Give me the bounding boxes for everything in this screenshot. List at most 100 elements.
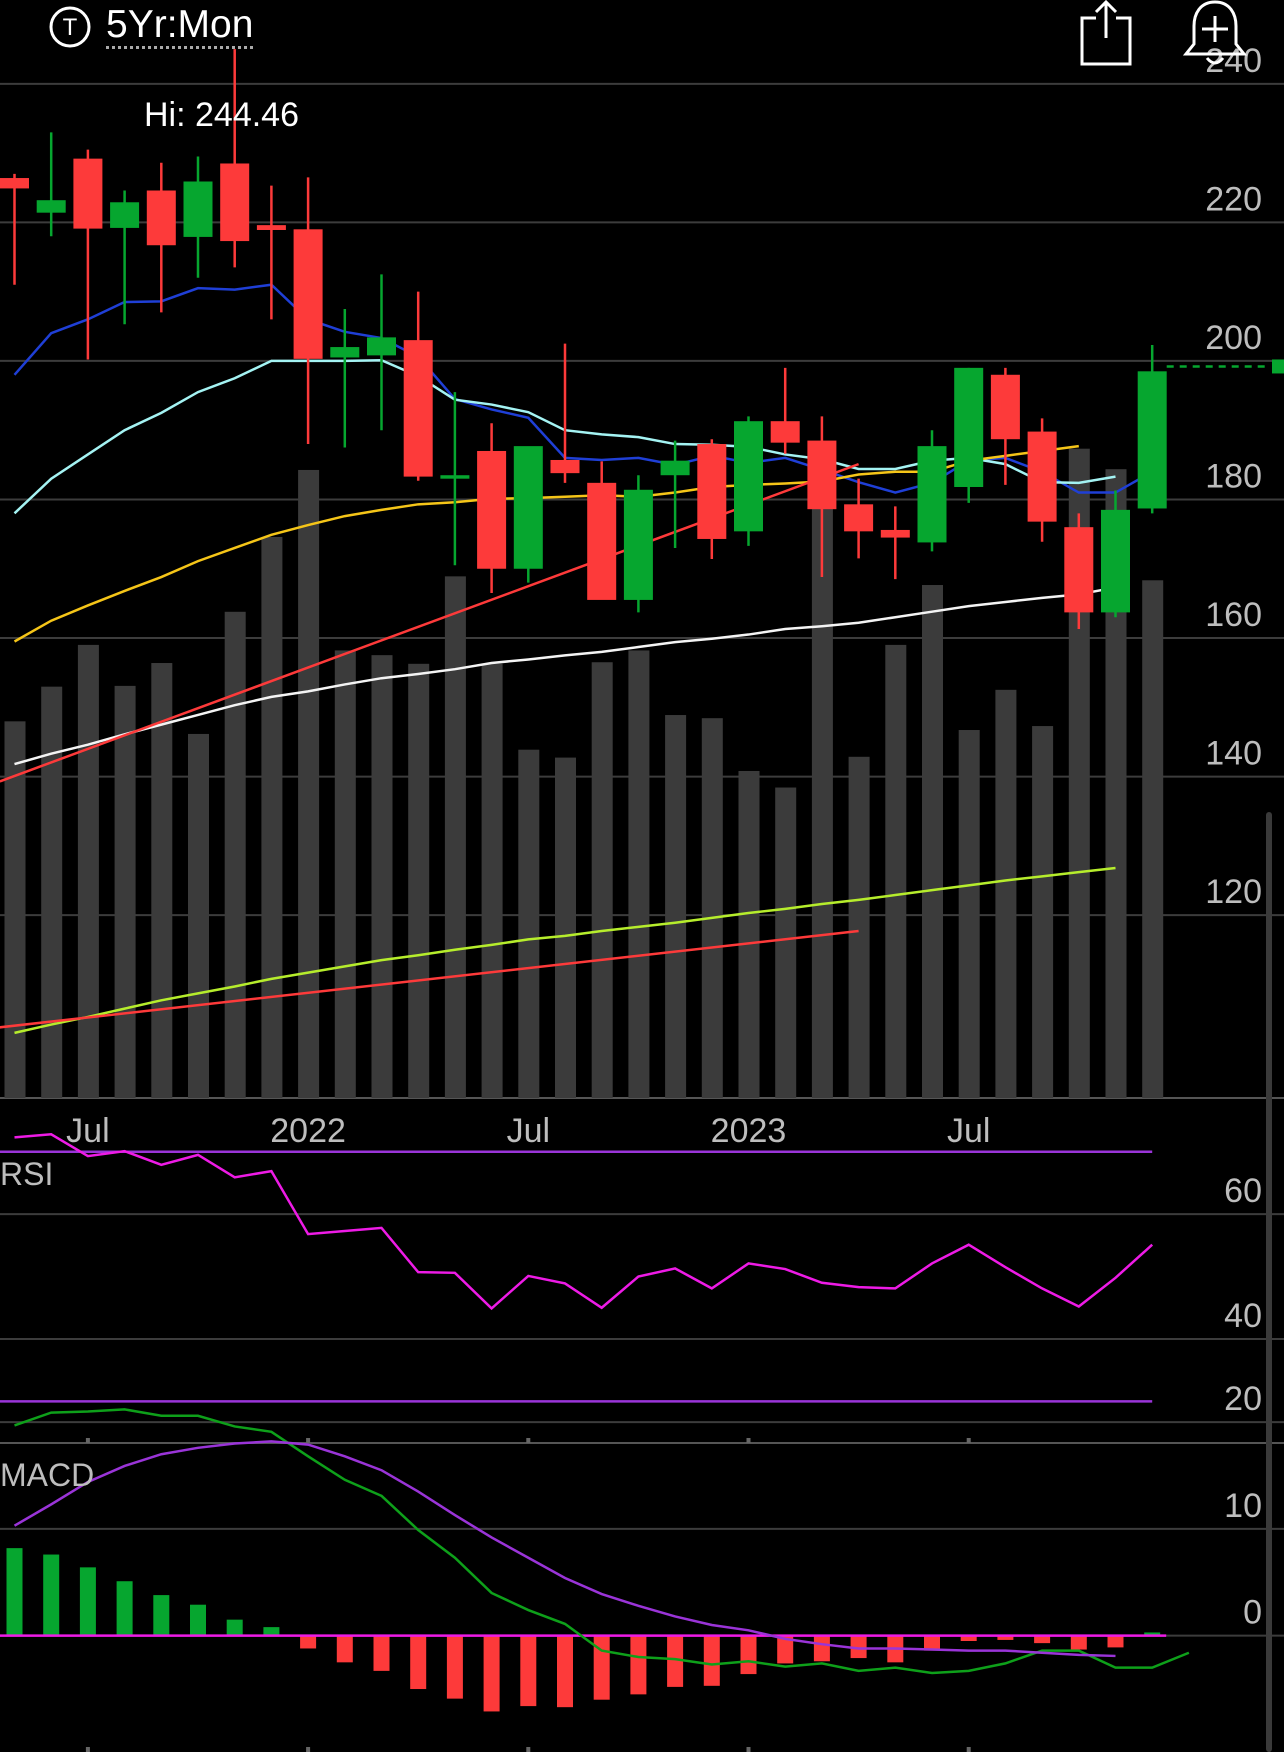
x-tick-label: 2023 [711,1112,787,1150]
price-tick-label: 180 [1205,457,1262,495]
candle-body [477,450,507,569]
volume-bar [665,715,687,1098]
volume-bar [1032,726,1054,1098]
macd-histogram-bar [410,1635,427,1690]
volume-bar [261,536,283,1098]
moving-average-line [14,586,1116,766]
macd-layer [0,1408,1190,1712]
volume-bar [555,757,576,1098]
rsi-line [14,1132,1154,1311]
rsi-title: RSI [0,1156,53,1192]
macd-histogram-bar [1144,1632,1161,1636]
x-tick-label: Jul [947,1112,990,1150]
macd-histogram-bar [1070,1635,1087,1650]
candle-body [220,163,250,242]
macd-histogram-bar [1107,1635,1124,1648]
volume-bar [224,611,246,1098]
macd-histogram-bar [336,1635,353,1663]
macd-histogram-bar [777,1635,794,1664]
macd-histogram-bar [43,1554,60,1636]
macd-histogram-bar [300,1635,317,1649]
candle-body [807,440,837,510]
period-high-label: Hi: 244.46 [144,96,299,134]
svg-text:T: T [63,14,78,41]
macd-line [13,1440,1116,1658]
volume-bar [811,508,833,1098]
macd-histogram-bar [850,1635,867,1659]
scrollbar[interactable] [1266,812,1272,1752]
volume-bar [701,718,723,1098]
timeframe-selector[interactable]: T 5Yr:Mon [48,4,254,49]
candle-body [513,446,543,569]
macd-histogram-bar [116,1581,133,1636]
volume-bar [738,770,760,1098]
candle-body [183,181,213,237]
volume-bar [188,733,209,1098]
price-tick-label: 240 [1205,42,1262,80]
x-tick-label: 2022 [270,1112,346,1150]
candle-body [73,158,103,229]
share-icon [1080,0,1132,66]
candle-body [0,178,29,189]
macd-tick-label: 0 [1243,1594,1262,1632]
moving-average-line [14,866,1116,1035]
volume-bar [481,663,503,1098]
candle-body [1137,371,1167,509]
candle-body [880,529,910,538]
candle-body [110,202,140,228]
macd-histogram-bar [446,1635,463,1699]
volume-bar [444,576,466,1098]
volume-bar [371,655,393,1098]
macd-histogram-bar [190,1604,206,1636]
candle-body [330,347,360,358]
macd-line [14,1408,1190,1675]
candle-body [1101,509,1130,613]
volume-bar [995,689,1017,1098]
macd-histogram-bar [740,1635,757,1675]
candle-body [587,482,617,600]
macd-histogram-bar [557,1635,573,1708]
volume-bar [408,663,430,1098]
candle-body [623,489,653,600]
volume-bar [628,650,650,1098]
volume-bar [775,787,797,1098]
price-tick-label: 220 [1205,180,1262,218]
candle-body [550,459,580,474]
share-button[interactable] [1076,0,1136,68]
candle-body [844,504,874,532]
candle-body [1027,431,1057,522]
rsi-layer [0,1132,1154,1403]
candle-body [660,460,690,476]
macd-histogram-bar [79,1567,96,1636]
macd-histogram-bar [6,1548,23,1636]
macd-histogram-bar [960,1635,977,1641]
price-tick-label: 160 [1205,596,1262,634]
volume-bar [958,730,980,1098]
trendline [0,462,860,783]
bell-plus-icon [1182,0,1248,65]
candle-body [697,444,727,539]
macd-histogram-bar [813,1635,830,1662]
macd-histogram-bar [1034,1635,1051,1644]
add-alert-button[interactable] [1180,0,1250,68]
moving-average-line [13,444,1079,643]
top-bar: T 5Yr:Mon [0,0,1284,66]
timeframe-label: 5Yr:Mon [106,4,254,49]
volume-bar [114,685,136,1098]
macd-histogram-bar [263,1627,280,1636]
candle-body [954,367,984,487]
t-circle-icon: T [49,6,91,47]
price-tick-label: 140 [1205,735,1262,773]
candle-body [990,374,1020,440]
macd-histogram-bar [667,1635,684,1687]
volume-layer [4,448,1164,1098]
macd-histogram-bar [630,1635,647,1695]
rsi-tick-label: 60 [1224,1172,1262,1210]
x-tick-label: Jul [66,1112,109,1150]
macd-histogram-bar [373,1635,390,1671]
macd-histogram-bar [483,1635,500,1712]
rsi-tick-label: 40 [1224,1297,1262,1335]
macd-histogram-bar [997,1635,1014,1640]
